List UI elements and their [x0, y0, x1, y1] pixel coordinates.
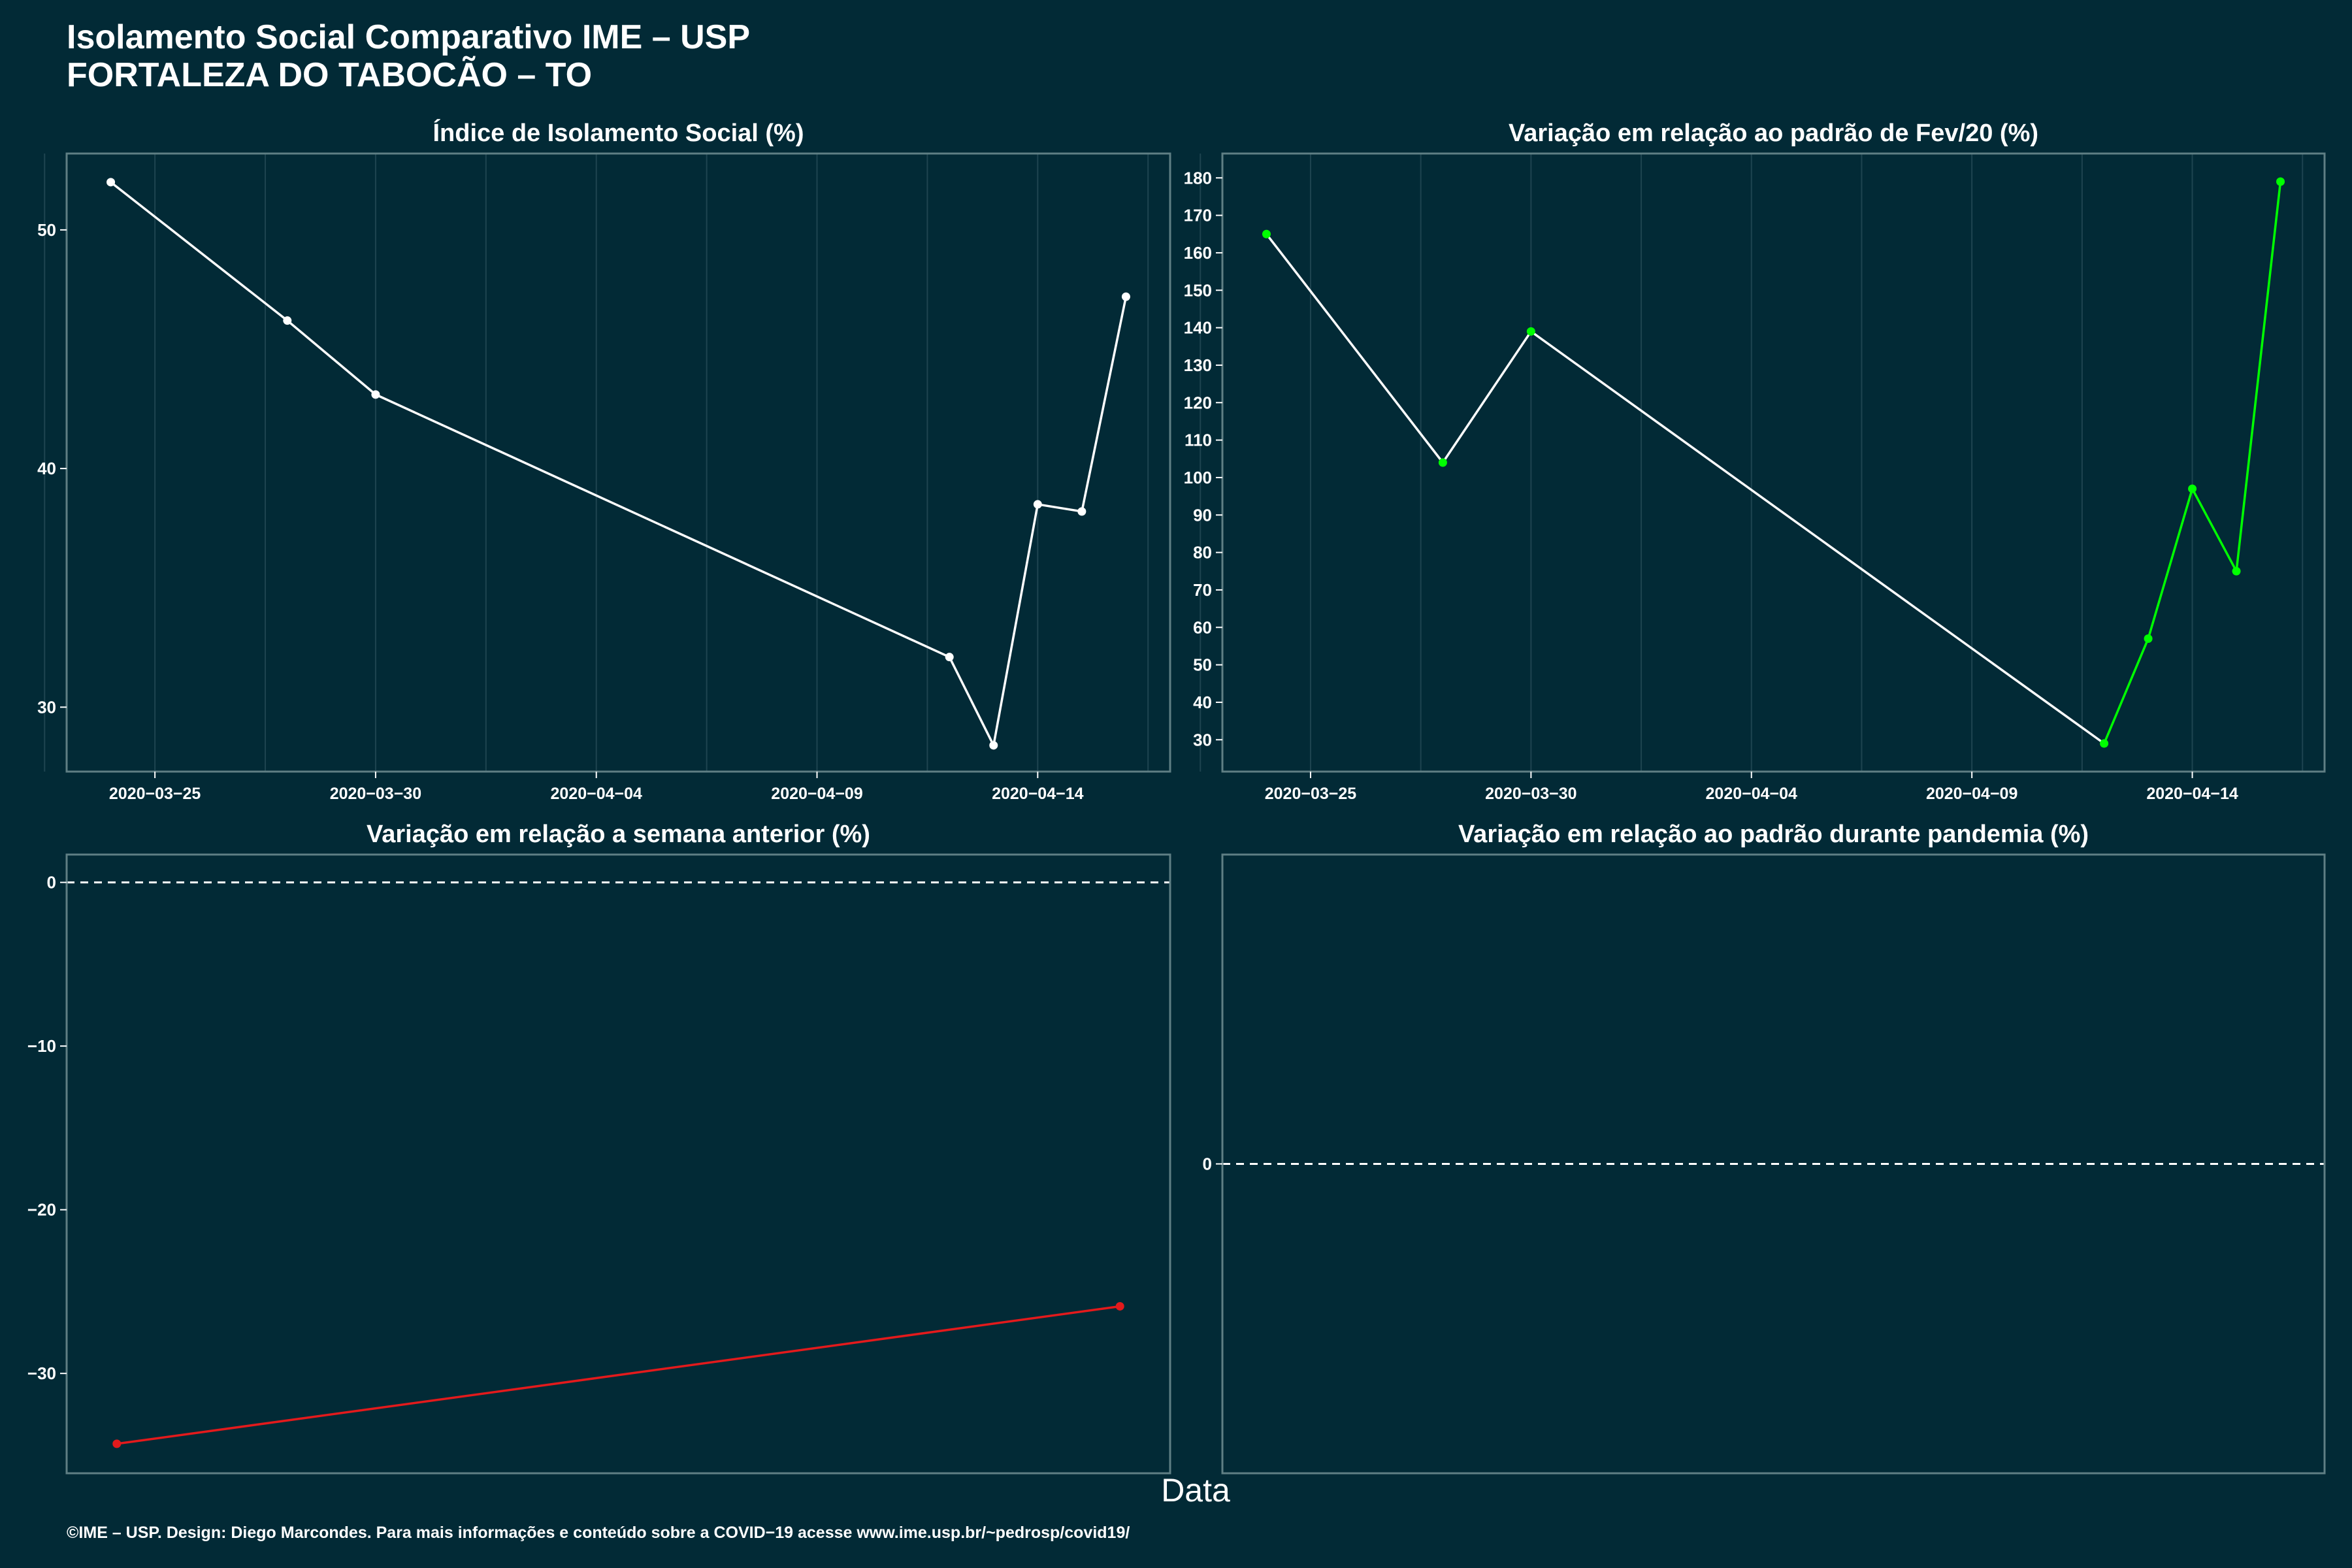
y-tick-label: 150	[1184, 280, 1212, 300]
data-point	[106, 178, 116, 187]
series-line-segment	[375, 393, 950, 659]
y-tick-label: 140	[1184, 318, 1212, 338]
data-point	[1438, 458, 1447, 467]
y-tick-label: 80	[1193, 543, 1212, 563]
data-point	[283, 316, 292, 325]
chart-panel-2: Variação em relação ao padrão de Fev/20 …	[1184, 120, 2326, 803]
data-point	[2188, 484, 2197, 493]
data-point	[1262, 229, 1271, 238]
y-tick-label: −30	[27, 1364, 56, 1383]
x-tick-label: 2020−04−09	[771, 785, 862, 803]
page-subtitle: FORTALEZA DO TABOCÃO – TO	[67, 56, 593, 94]
chart-panel-4: Variação em relação ao padrão durante pa…	[1203, 821, 2326, 1475]
panel-title: Variação em relação ao padrão durante pa…	[1458, 821, 2089, 848]
data-point	[1121, 292, 1130, 301]
y-tick-label: 50	[37, 220, 56, 240]
y-tick-label: −10	[27, 1036, 56, 1056]
data-point	[945, 653, 954, 662]
x-tick-label: 2020−04−14	[2146, 785, 2238, 803]
panel-border	[1221, 152, 2326, 773]
y-tick-label: 70	[1193, 580, 1212, 600]
chart-panel-1: Índice de Isolamento Social (%) 30 40 50 202…	[37, 118, 1171, 803]
series-line-segment	[110, 181, 288, 322]
panel-border	[65, 152, 1171, 773]
series-line-segment	[1266, 233, 1444, 464]
series-line-segment	[2102, 638, 2149, 744]
data-point	[1033, 500, 1042, 509]
data-point	[2100, 739, 2109, 748]
series-line-segment	[992, 504, 1039, 746]
y-tick-label: 30	[1193, 730, 1212, 749]
chart-panel-3: Variação em relação a semana anterior (%…	[27, 821, 1171, 1475]
y-tick-label: 30	[37, 697, 56, 717]
data-point	[1077, 507, 1086, 516]
series-line-segment	[116, 1305, 1120, 1445]
panel-border	[65, 853, 1171, 1475]
x-tick-label: 2020−03−30	[1485, 785, 1576, 803]
y-tick-label: 170	[1184, 206, 1212, 225]
series-line-segment	[1081, 296, 1128, 512]
data-point	[371, 390, 380, 399]
title-block: Isolamento Social Comparativo IME – USP …	[67, 18, 750, 94]
data-point	[2276, 177, 2285, 186]
footer-credits: ©IME – USP. Design: Diego Marcondes. Par…	[67, 1524, 1130, 1542]
data-point	[1115, 1301, 1124, 1311]
y-tick-label: 90	[1193, 505, 1212, 525]
y-tick-label: 0	[1203, 1154, 1212, 1174]
panel-title: Variação em relação a semana anterior (%…	[367, 821, 870, 848]
series-line-segment	[1530, 330, 2105, 745]
x-tick-label: 2020−04−14	[992, 785, 1084, 803]
x-tick-label: 2020−03−25	[1265, 785, 1357, 803]
x-tick-label: 2020−04−09	[1926, 785, 2017, 803]
y-tick-label: −20	[27, 1200, 56, 1220]
series-line-segment	[2235, 181, 2282, 572]
page-title: Isolamento Social Comparativo IME – USP	[67, 18, 751, 56]
x-tick-label: 2020−03−30	[330, 785, 421, 803]
y-tick-label: 180	[1184, 168, 1212, 188]
x-tick-label: 2020−03−25	[109, 785, 201, 803]
y-tick-label: 130	[1184, 355, 1212, 375]
series-line-segment	[1441, 331, 1532, 463]
y-tick-label: 60	[1193, 617, 1212, 637]
y-tick-label: 0	[47, 873, 56, 892]
series-line-segment	[1037, 503, 1083, 513]
y-tick-label: 110	[1184, 431, 1212, 450]
y-tick-label: 40	[37, 459, 56, 478]
series-line-segment	[948, 656, 995, 746]
x-axis-label: Data	[1161, 1472, 1230, 1509]
series-line-segment	[2147, 488, 2194, 639]
series-line-segment	[2191, 488, 2238, 572]
x-tick-label: 2020−04−04	[1706, 785, 1798, 803]
y-tick-label: 40	[1193, 693, 1212, 712]
panel-title: Índice de Isolamento Social (%)	[433, 118, 804, 147]
series-line-segment	[286, 319, 377, 396]
data-point	[2232, 566, 2241, 576]
panel-title: Variação em relação ao padrão de Fev/20 …	[1509, 120, 2038, 147]
x-tick-label: 2020−04−04	[551, 785, 643, 803]
data-point	[1526, 327, 1535, 336]
y-tick-label: 160	[1184, 243, 1212, 263]
data-point	[112, 1439, 122, 1448]
data-point	[2144, 634, 2153, 643]
y-tick-label: 100	[1184, 468, 1212, 487]
y-tick-label: 50	[1193, 655, 1212, 675]
data-point	[989, 741, 998, 750]
y-tick-label: 120	[1184, 393, 1212, 412]
